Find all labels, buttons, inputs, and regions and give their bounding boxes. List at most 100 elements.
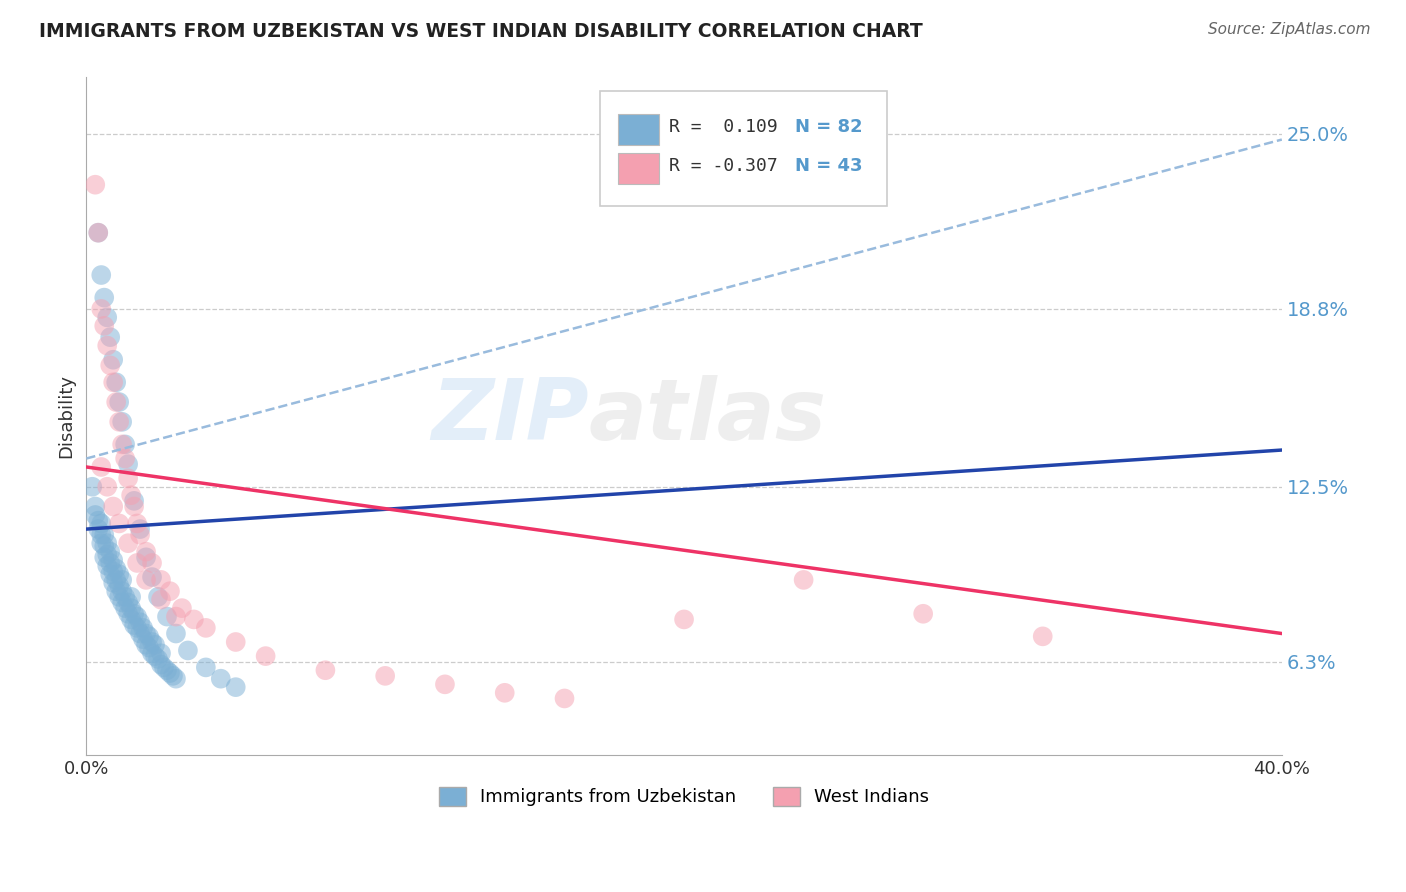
Point (374, 669, 396, 683)
Point (1032, 629, 1054, 643)
Point (111, 595, 134, 609)
Point (108, 415, 131, 429)
Point (132, 632, 155, 647)
Point (143, 638, 166, 652)
Point (98, 544, 121, 558)
Point (93, 527, 115, 541)
Point (96, 536, 118, 550)
Point (93, 291, 115, 305)
Point (135, 638, 157, 652)
Point (103, 352, 125, 367)
Point (108, 590, 131, 604)
Point (96, 558, 118, 573)
Point (673, 612, 696, 626)
Point (141, 635, 163, 649)
Point (105, 561, 128, 575)
Point (122, 493, 145, 508)
Point (225, 635, 247, 649)
Point (135, 544, 157, 558)
Point (122, 500, 145, 514)
Point (96, 310, 118, 325)
FancyBboxPatch shape (619, 114, 659, 145)
Point (98, 567, 121, 582)
Point (159, 584, 181, 599)
Point (117, 607, 139, 621)
Point (165, 626, 187, 640)
Point (135, 550, 157, 565)
Point (90, 268, 112, 282)
Point (127, 621, 149, 635)
Point (87, 226, 110, 240)
Point (793, 573, 815, 587)
Point (111, 573, 134, 587)
Point (108, 578, 131, 592)
Point (194, 660, 217, 674)
Point (90, 536, 112, 550)
Point (105, 376, 128, 390)
Point (117, 457, 139, 471)
Point (105, 395, 128, 409)
Point (177, 643, 200, 657)
Point (117, 595, 139, 609)
Point (103, 500, 125, 514)
Point (143, 649, 166, 664)
Point (114, 590, 136, 604)
Point (127, 556, 149, 570)
Point (153, 660, 176, 674)
Point (122, 618, 145, 632)
Point (114, 601, 136, 615)
Point (105, 584, 128, 599)
Point (141, 570, 163, 584)
Point (120, 612, 142, 626)
Point (114, 451, 136, 466)
Point (138, 629, 160, 643)
Point (103, 553, 125, 567)
Point (117, 536, 139, 550)
Point (129, 522, 152, 536)
Point (156, 663, 179, 677)
Point (183, 612, 205, 626)
Point (553, 691, 575, 706)
Point (98, 330, 121, 344)
Point (127, 609, 149, 624)
Point (103, 376, 125, 390)
Point (165, 609, 187, 624)
Point (111, 584, 134, 599)
Point (146, 590, 169, 604)
Point (90, 460, 112, 475)
Point (111, 437, 134, 451)
Point (103, 575, 125, 590)
Point (141, 646, 163, 660)
Point (103, 565, 125, 579)
Point (129, 615, 152, 630)
Point (150, 646, 173, 660)
Point (159, 666, 181, 681)
Point (114, 437, 136, 451)
FancyBboxPatch shape (619, 153, 659, 184)
Point (93, 318, 115, 333)
Point (138, 640, 160, 655)
Point (84, 508, 107, 522)
Point (135, 573, 157, 587)
Point (150, 657, 173, 672)
Point (150, 592, 173, 607)
Point (98, 556, 121, 570)
Text: atlas: atlas (589, 375, 827, 458)
Point (122, 607, 145, 621)
Point (93, 550, 115, 565)
Point (156, 609, 179, 624)
Text: IMMIGRANTS FROM UZBEKISTAN VS WEST INDIAN DISABILITY CORRELATION CHART: IMMIGRANTS FROM UZBEKISTAN VS WEST INDIA… (39, 22, 924, 41)
Point (135, 626, 157, 640)
Point (82, 480, 104, 494)
Point (84, 178, 107, 192)
Legend: Immigrants from Uzbekistan, West Indians: Immigrants from Uzbekistan, West Indians (432, 780, 936, 814)
Point (96, 338, 118, 352)
Point (912, 607, 935, 621)
Point (494, 686, 516, 700)
Point (129, 527, 152, 541)
Point (90, 301, 112, 316)
Point (120, 590, 142, 604)
Text: N = 82: N = 82 (796, 118, 863, 136)
Point (105, 573, 128, 587)
Point (141, 556, 163, 570)
